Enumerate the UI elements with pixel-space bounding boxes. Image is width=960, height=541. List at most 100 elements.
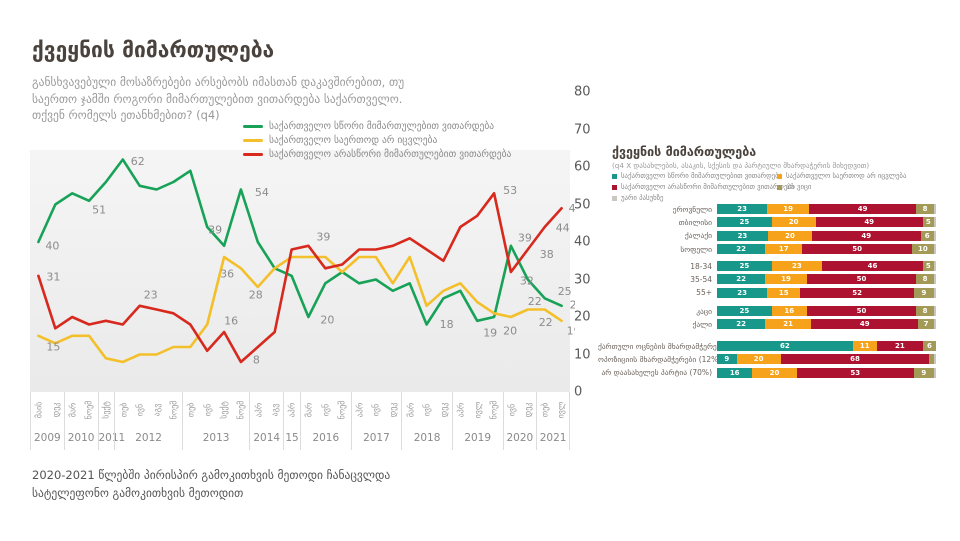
bar-segment-value: 49	[859, 320, 870, 329]
bar-segment: 22	[717, 274, 766, 285]
series-line-0	[37, 158, 563, 326]
bar-segment: 50	[806, 306, 917, 316]
x-tick-month: თებ	[540, 402, 550, 418]
x-tick-year: 2017	[363, 432, 390, 444]
x-group-2021: თებ ივლ 2021	[536, 392, 570, 450]
y-axis: 80 70 60 50 40 30 20 10 0	[574, 85, 604, 400]
bar-legend-swatch	[777, 173, 782, 179]
x-tick-month: მარ	[406, 402, 416, 418]
stacked-bar: 22 19 50 8	[717, 274, 936, 285]
data-label: 53	[503, 184, 517, 197]
y-tick-label: 10	[574, 347, 591, 362]
bar-segment: 50	[806, 274, 917, 285]
x-tick-month: თებ	[119, 402, 129, 418]
bar-segment	[933, 204, 936, 214]
y-tick-label: 60	[574, 159, 591, 175]
bar-segment-value: 6	[926, 342, 932, 350]
bar-segment-value: 21	[783, 320, 794, 329]
x-group-2009: მაის დეკ 2009	[30, 392, 64, 450]
x-group-2018: მარ ივნ დეკ 2018	[401, 392, 452, 450]
bar-row: არ დაასახელეს პარტია (70%) 16 20 53 9	[598, 367, 938, 378]
x-tick-month: მაის	[34, 401, 44, 419]
bar-row-label: კაცი	[696, 306, 712, 316]
y-tick-label: 20	[574, 309, 591, 325]
bar-segment: 46	[822, 261, 923, 271]
bar-segment: 23	[717, 230, 768, 241]
bar-segment: 11	[852, 341, 877, 351]
data-label: 20	[503, 325, 517, 338]
x-group-2017: აპრ ივნ დეკ 2017	[350, 392, 402, 450]
bar-segment: 9	[913, 367, 934, 378]
bar-legend-label: საქართველო საერთოდ არ იცვლება	[786, 172, 907, 180]
x-tick-month: ივნ	[507, 403, 517, 417]
x-tick-month: ნოემ	[169, 400, 179, 420]
bar-segment: 25	[717, 306, 772, 316]
bar-segment-value: 5	[925, 218, 931, 227]
bar-segment: 49	[811, 319, 919, 330]
bar-segment: 53	[796, 367, 914, 378]
x-tick-month: ნოემ	[84, 400, 94, 420]
x-group-2010: მარ ნოემ 2010	[63, 392, 98, 450]
bar-segment-value: 62	[780, 342, 790, 350]
bar-segment-value: 5	[925, 262, 931, 270]
bar-row-label: 18-34	[690, 261, 712, 271]
data-label: 15	[46, 340, 60, 353]
x-tick-month: აპრ	[287, 402, 297, 418]
bar-segment: 22	[717, 319, 766, 330]
data-label: 54	[255, 186, 269, 199]
bar-segment-value: 19	[783, 205, 794, 213]
bar-segment: 19	[765, 274, 807, 285]
footer-note-line1: 2020-2021 წლებში პირისპირ გამოკითხვის მე…	[32, 468, 391, 482]
bar-row: 55+ 23 15 52 9	[598, 287, 938, 298]
x-tick-year: 2011	[98, 432, 126, 444]
footer-note: 2020-2021 წლებში პირისპირ გამოკითხვის მე…	[32, 466, 390, 503]
x-tick-month: დეკ	[523, 402, 533, 418]
bar-segment-value: 9	[724, 355, 730, 364]
bar-segment: 8	[916, 306, 934, 316]
bar-segment: 62	[717, 341, 853, 351]
x-tick-year: 2014	[253, 432, 281, 444]
data-label: 36	[220, 268, 234, 281]
bar-segment: 10	[911, 244, 934, 255]
stacked-bar: 23 20 49 6	[717, 230, 936, 241]
legend-item-0: საქართველო სწორი მიმართულებით ვითარდება	[243, 121, 511, 132]
bar-segment: 22	[717, 244, 766, 255]
bar-segment: 20	[736, 354, 781, 365]
bar-segment	[933, 287, 936, 298]
bar-segment-value: 25	[739, 307, 750, 315]
x-group-2011: სექტ 2011	[97, 392, 126, 450]
bar-segment-value: 6	[924, 231, 930, 240]
bar-segment: 68	[780, 354, 930, 365]
y-tick-label: 0	[574, 384, 583, 400]
x-tick-month: თებ	[186, 402, 196, 418]
bar-segment-value: 10	[917, 245, 928, 254]
bar-row: ქალი 22 21 49 7	[598, 319, 938, 330]
x-axis: მაის დეკ 2009 მარ ნოემ 2010 სექტ 2011 თებ ივნ აგვ ნ…	[30, 392, 570, 450]
bar-legend-swatch	[777, 184, 782, 190]
bar-segment-value: 16	[729, 368, 740, 377]
bar-segment-value: 53	[850, 368, 861, 377]
x-tick-year: 15	[285, 432, 299, 444]
bar-segment-value: 46	[867, 262, 878, 270]
legend-label: საქართველო სწორი მიმართულებით ვითარდება	[269, 121, 495, 132]
x-tick-month: ივნ	[422, 403, 432, 417]
bar-segment-value: 22	[736, 320, 746, 329]
x-tick-year: 2013	[202, 432, 230, 444]
bar-row-label: ეროვნული	[672, 204, 712, 214]
bar-segment-value: 23	[737, 231, 748, 240]
bar-segment-value: 23	[737, 288, 748, 297]
data-label: 51	[92, 203, 106, 216]
bar-row-label: ქალი	[692, 319, 712, 329]
footer-note-line2: სატელეფონო გამოკითხვის მეთოდით	[32, 486, 244, 501]
bar-segment-value: 49	[861, 231, 872, 240]
x-tick-month: ნოემ	[489, 400, 499, 420]
x-tick-month: ნოემ	[236, 400, 246, 420]
bar-segment	[933, 354, 936, 365]
stacked-bar: 25 16 50 8	[717, 306, 936, 316]
x-tick-month: აპრ	[456, 402, 466, 418]
bar-row: თბილისი 25 20 49 5	[598, 217, 938, 228]
bar-row: ეროვნული 23 19 49 8	[598, 204, 938, 214]
x-tick-month: ივნ	[203, 403, 213, 417]
bar-segment: 15	[767, 287, 801, 298]
stacked-bar: 22 17 50 10	[717, 244, 936, 255]
